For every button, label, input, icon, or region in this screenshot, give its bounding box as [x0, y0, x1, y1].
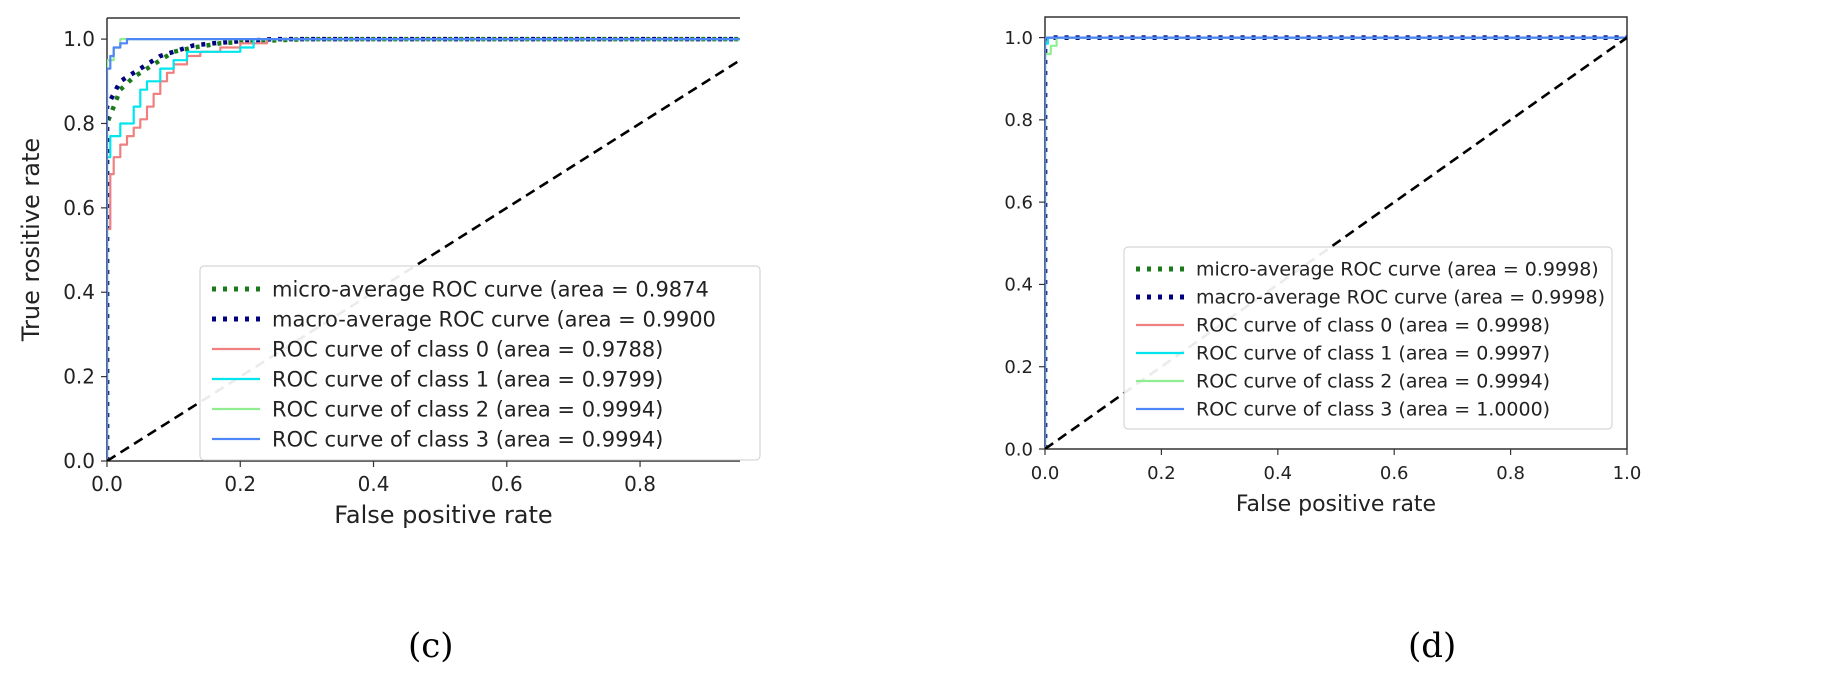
x-tick-label: 0.6	[491, 472, 523, 496]
y-tick-label: 0.2	[1004, 357, 1033, 378]
legend-entry: ROC curve of class 3 (area = 1.0000)	[1196, 399, 1550, 421]
y-tick-label: 1.0	[63, 27, 95, 51]
panel-label-d: (d)	[1408, 626, 1457, 666]
roc-chart-d: 0.0 0.2 0.4 0.6 0.8 1.0 0.0 0.2 0.4 0.6 0.8 1.0 Fals…	[1004, 16, 1642, 517]
legend-entry: ROC curve of class 2 (area = 0.9994)	[272, 397, 663, 421]
legend: micro-average ROC curve (area = 0.9874 ma…	[199, 265, 761, 461]
x-tick-label: 0.8	[624, 472, 656, 496]
y-tick-label: 0.6	[1004, 192, 1033, 213]
legend-entry: ROC curve of class 1 (area = 0.9997)	[1196, 343, 1550, 365]
x-tick-label: 0.4	[1263, 463, 1292, 484]
legend-entry: ROC curve of class 2 (area = 0.9994)	[1196, 371, 1550, 393]
y-tick-label: 0.6	[63, 196, 95, 220]
legend-entry: ROC curve of class 0 (area = 0.9788)	[272, 337, 663, 361]
x-tick-label: 0.0	[1031, 463, 1060, 484]
legend-entry: micro-average ROC curve (area = 0.9998)	[1196, 259, 1599, 281]
x-axis-label: False positive rate	[334, 501, 552, 529]
legend-entry: macro-average ROC curve (area = 0.9998)	[1196, 287, 1605, 309]
roc-series-line-5	[1045, 36, 1627, 449]
roc-series-line-5	[107, 38, 740, 461]
roc-series-line-1	[107, 36, 740, 461]
x-tick-label: 0.6	[1380, 463, 1409, 484]
y-tick-label: 0.8	[1004, 110, 1033, 131]
y-tick-label: 1.0	[1004, 28, 1033, 49]
roc-series-line-2	[107, 38, 740, 461]
x-tick-label: 0.2	[224, 472, 256, 496]
y-tick-label: 0.2	[63, 365, 95, 389]
x-tick-label: 0.8	[1496, 463, 1525, 484]
y-tick-label: 0.8	[63, 111, 95, 135]
legend-entry: ROC curve of class 3 (area = 0.9994)	[272, 427, 663, 451]
legend-entry: macro-average ROC curve (area = 0.9900	[272, 307, 716, 331]
plot-area	[107, 36, 740, 461]
legend: micro-average ROC curve (area = 0.9998) m…	[1123, 246, 1613, 430]
legend-box	[199, 265, 761, 461]
x-tick-label: 0.4	[358, 472, 390, 496]
x-tick-label: 0.2	[1147, 463, 1176, 484]
roc-series-line-3	[107, 38, 740, 461]
roc-series-line-1	[1045, 35, 1627, 449]
y-tick-label: 0.0	[63, 449, 95, 473]
panel-label-c: (c)	[408, 626, 454, 666]
roc-chart-c: 0.0 0.2 0.4 0.6 0.8 0.0 0.2 0.4 0.6 0.8 1.0 False p…	[17, 17, 761, 529]
legend-entry: micro-average ROC curve (area = 0.9874	[272, 277, 709, 301]
legend-entry: ROC curve of class 0 (area = 0.9998)	[1196, 315, 1550, 337]
x-tick-label: 0.0	[91, 472, 123, 496]
legend-entry: ROC curve of class 1 (area = 0.9799)	[272, 367, 663, 391]
y-tick-label: 0.0	[1004, 439, 1033, 460]
chance-diagonal-line	[107, 59, 740, 461]
y-tick-label: 0.4	[63, 280, 95, 304]
x-axis-label: False positive rate	[1236, 492, 1436, 517]
y-tick-label: 0.4	[1004, 275, 1033, 296]
legend-box	[1123, 246, 1613, 430]
y-axis-label: True rositive rate	[17, 138, 45, 342]
x-tick-label: 1.0	[1613, 463, 1642, 484]
